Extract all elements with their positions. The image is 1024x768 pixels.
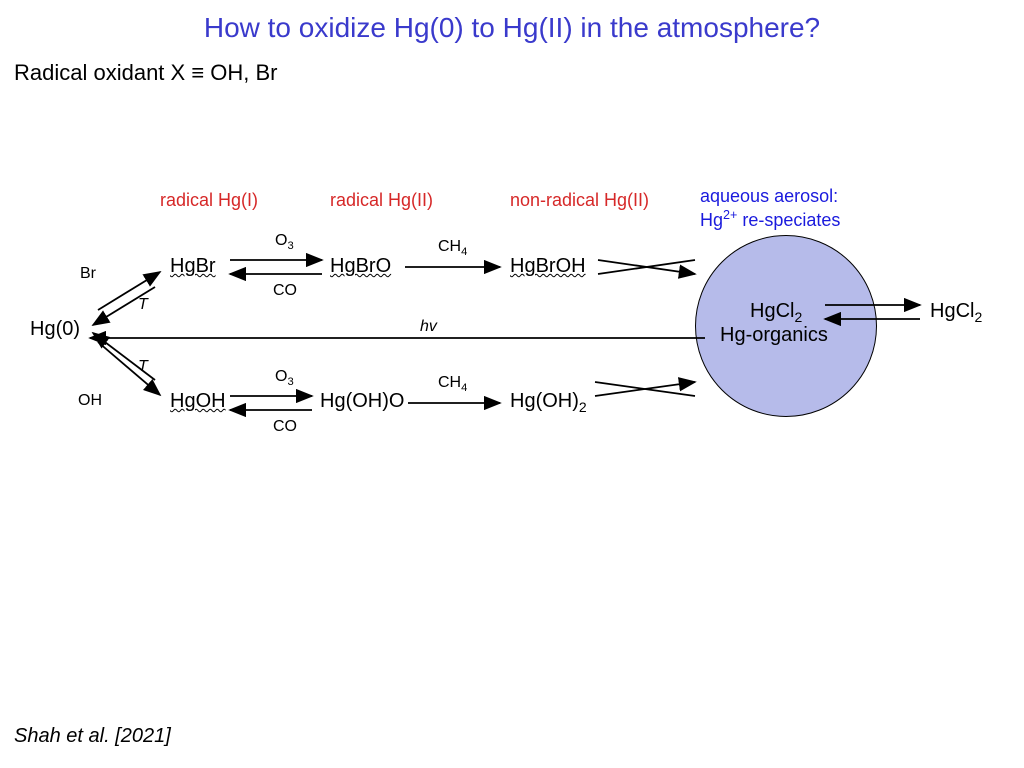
node-hgoh2: Hg(OH)2 <box>510 390 587 415</box>
page-title: How to oxidize Hg(0) to Hg(II) in the at… <box>0 12 1024 44</box>
label-ch4-bot: CH4 <box>438 374 467 394</box>
node-hgbro: HgBrO <box>330 255 391 278</box>
header-radical-hg2: radical Hg(II) <box>330 190 433 211</box>
label-o3-top: O3 <box>275 232 294 252</box>
hg-text: Hg <box>700 210 723 230</box>
label-t2: T <box>138 358 148 376</box>
header-radical-hg1: radical Hg(I) <box>160 190 258 211</box>
node-hgcl2-in: HgCl2 <box>750 300 802 325</box>
header-aerosol-line2: Hg2+ re-speciates <box>700 208 840 231</box>
label-co-bot: CO <box>273 418 297 436</box>
header-nonradical-hg2: non-radical Hg(II) <box>510 190 649 211</box>
label-co-top: CO <box>273 282 297 300</box>
node-hgcl2-out: HgCl2 <box>930 300 982 325</box>
node-hg0: Hg(0) <box>30 318 80 341</box>
node-hgbroh: HgBrOH <box>510 255 586 278</box>
citation: Shah et al. [2021] <box>14 725 171 748</box>
label-o3-bot: O3 <box>275 368 294 388</box>
label-oh: OH <box>78 392 102 410</box>
node-hgorganics: Hg-organics <box>720 324 828 347</box>
reaction-diagram: radical Hg(I) radical Hg(II) non-radical… <box>30 190 990 490</box>
node-hgoh: HgOH <box>170 390 226 413</box>
arrow-layer <box>30 190 990 490</box>
label-hv: hv <box>420 318 437 336</box>
respeciates-text: re-speciates <box>737 210 840 230</box>
hg-sup: 2+ <box>723 208 737 222</box>
header-aerosol-line1: aqueous aerosol: <box>700 186 838 207</box>
node-hgoho: Hg(OH)O <box>320 390 404 413</box>
label-ch4-top: CH4 <box>438 238 467 258</box>
label-br: Br <box>80 265 96 283</box>
node-hgbr: HgBr <box>170 255 216 278</box>
label-t1: T <box>138 296 148 314</box>
subtitle: Radical oxidant X ≡ OH, Br <box>14 60 278 86</box>
